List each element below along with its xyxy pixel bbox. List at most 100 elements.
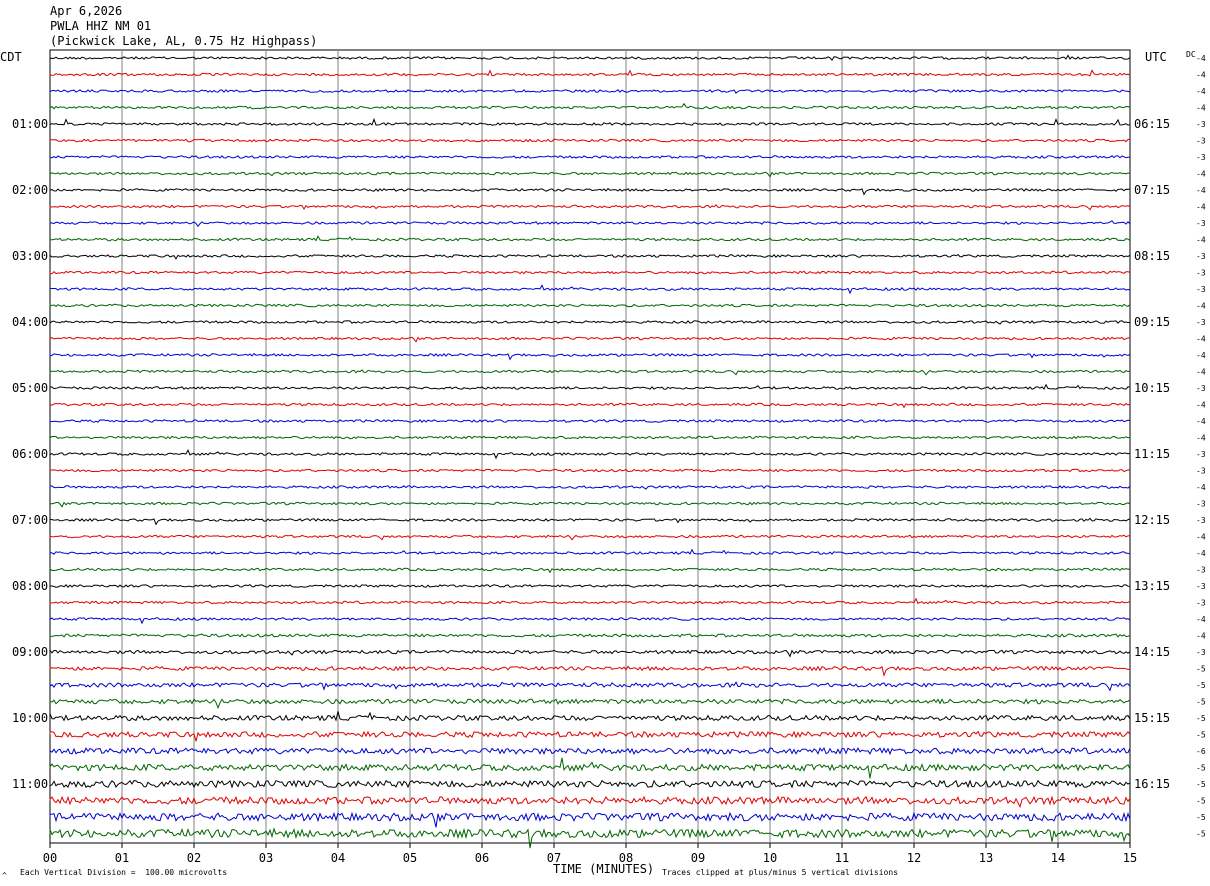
- seismic-trace: [49, 187, 1131, 196]
- seismic-trace: [49, 583, 1131, 588]
- seismic-trace: [49, 698, 1131, 710]
- seismic-trace: [49, 681, 1131, 692]
- dc-offset-label: -4: [1196, 483, 1206, 492]
- seismic-trace: [49, 567, 1131, 574]
- seismic-trace: [49, 468, 1131, 473]
- x-tick-label: 01: [115, 851, 129, 865]
- seismic-trace: [49, 220, 1131, 228]
- seismic-trace: [49, 369, 1131, 376]
- x-tick-label: 14: [1051, 851, 1065, 865]
- dc-offset-label: -3: [1196, 318, 1206, 327]
- x-tick-label: 05: [403, 851, 417, 865]
- seismic-trace: [49, 548, 1131, 555]
- seismic-trace: [49, 485, 1131, 490]
- x-tick-label: 12: [907, 851, 921, 865]
- dc-offset-label: -3: [1196, 582, 1206, 591]
- right-time-label: 13:15: [1134, 579, 1170, 593]
- seismic-trace: [49, 235, 1131, 242]
- plot-frame: [49, 49, 1131, 844]
- seismic-trace: [49, 517, 1131, 526]
- seismic-trace: [49, 665, 1130, 677]
- dc-offset-label: -5: [1196, 731, 1206, 740]
- seismic-trace: [49, 449, 1131, 460]
- right-time-label: 07:15: [1134, 183, 1170, 197]
- x-tick-label: 07: [547, 851, 561, 865]
- seismic-trace: [49, 383, 1131, 390]
- dc-offset-label: -4: [1196, 549, 1206, 558]
- seismic-trace: [49, 155, 1131, 159]
- dc-offset-label: -3: [1196, 566, 1206, 575]
- seismic-trace: [49, 617, 1131, 625]
- dc-offset-label: -4: [1196, 632, 1206, 641]
- seismic-trace: [49, 418, 1131, 423]
- seismic-trace: [49, 54, 1131, 62]
- right-time-label: 08:15: [1134, 249, 1170, 263]
- dc-offset-label: -3: [1196, 153, 1206, 162]
- dc-offset-label: -4: [1196, 417, 1206, 426]
- seismic-trace: [49, 747, 1131, 756]
- clip-note: Traces clipped at plus/minus 5 vertical …: [662, 868, 899, 877]
- seismic-trace: [49, 102, 1131, 110]
- dc-offset-label: -4: [1196, 186, 1206, 195]
- dc-offset-label: -4: [1196, 368, 1206, 377]
- dc-offset-label: -4: [1196, 351, 1206, 360]
- dc-offset-label: -6: [1196, 747, 1206, 756]
- dc-offset-label: -5: [1196, 714, 1206, 723]
- seismic-trace: [49, 633, 1131, 638]
- left-time-label: 08:00: [12, 579, 48, 593]
- seismic-trace: [49, 320, 1131, 325]
- dc-offset-label: -5: [1196, 780, 1206, 789]
- left-time-label: 04:00: [12, 315, 48, 329]
- x-tick-label: 02: [187, 851, 201, 865]
- dc-offset-label: -4: [1196, 170, 1206, 179]
- left-time-label: 01:00: [12, 117, 48, 131]
- dc-offset-label: -5: [1196, 830, 1206, 839]
- left-time-label: 11:00: [12, 777, 48, 791]
- seismic-trace: [49, 270, 1131, 275]
- dc-offset-label: -4: [1196, 434, 1206, 443]
- seismic-trace: [49, 89, 1131, 94]
- dc-offset-label: -5: [1196, 698, 1206, 707]
- seismic-trace: [49, 336, 1131, 343]
- dc-offset-label: -3: [1196, 384, 1206, 393]
- right-time-label: 06:15: [1134, 117, 1170, 131]
- x-tick-label: 03: [259, 851, 273, 865]
- dc-offset-label: -3: [1196, 599, 1206, 608]
- seismic-trace: [49, 827, 1131, 849]
- seismic-trace: [49, 171, 1131, 178]
- x-tick-label: 09: [691, 851, 705, 865]
- dc-offset-label: -3: [1196, 137, 1206, 146]
- dc-offset-label: -3: [1196, 450, 1206, 459]
- seismic-trace: [49, 795, 1131, 809]
- left-time-label: 09:00: [12, 645, 48, 659]
- seismic-trace: [49, 284, 1131, 295]
- station-location: (Pickwick Lake, AL, 0.75 Hz Highpass): [50, 34, 318, 48]
- dc-offset-label: -4: [1196, 203, 1206, 212]
- seismic-trace: [49, 69, 1131, 77]
- seismic-trace: [49, 811, 1131, 828]
- dc-offset-label: -5: [1196, 797, 1206, 806]
- right-time-label: 11:15: [1134, 447, 1170, 461]
- dc-offset-label: -5: [1196, 681, 1206, 690]
- left-time-label: 10:00: [12, 711, 48, 725]
- corner-mark: ^: [2, 871, 7, 880]
- seismic-trace: [49, 253, 1131, 260]
- seismic-trace: [49, 534, 1131, 541]
- dc-offset-label: -3: [1196, 648, 1206, 657]
- dc-offset-label: -4: [1196, 615, 1206, 624]
- dc-offset-label: -4: [1196, 104, 1206, 113]
- x-axis-label: TIME (MINUTES): [553, 862, 655, 876]
- left-time-label: 02:00: [12, 183, 48, 197]
- right-time-label: 16:15: [1134, 777, 1170, 791]
- seismic-trace: [49, 117, 1131, 126]
- dc-offset-label: -3: [1196, 269, 1206, 278]
- seismic-trace: [49, 204, 1131, 211]
- x-tick-label: 13: [979, 851, 993, 865]
- seismic-trace: [49, 597, 1131, 605]
- dc-offset-label: -3: [1196, 285, 1206, 294]
- left-axis-label: CDT: [0, 50, 22, 64]
- seismic-trace: [49, 779, 1131, 789]
- x-tick-label: 08: [619, 851, 633, 865]
- dc-offset-label: -3: [1196, 219, 1206, 228]
